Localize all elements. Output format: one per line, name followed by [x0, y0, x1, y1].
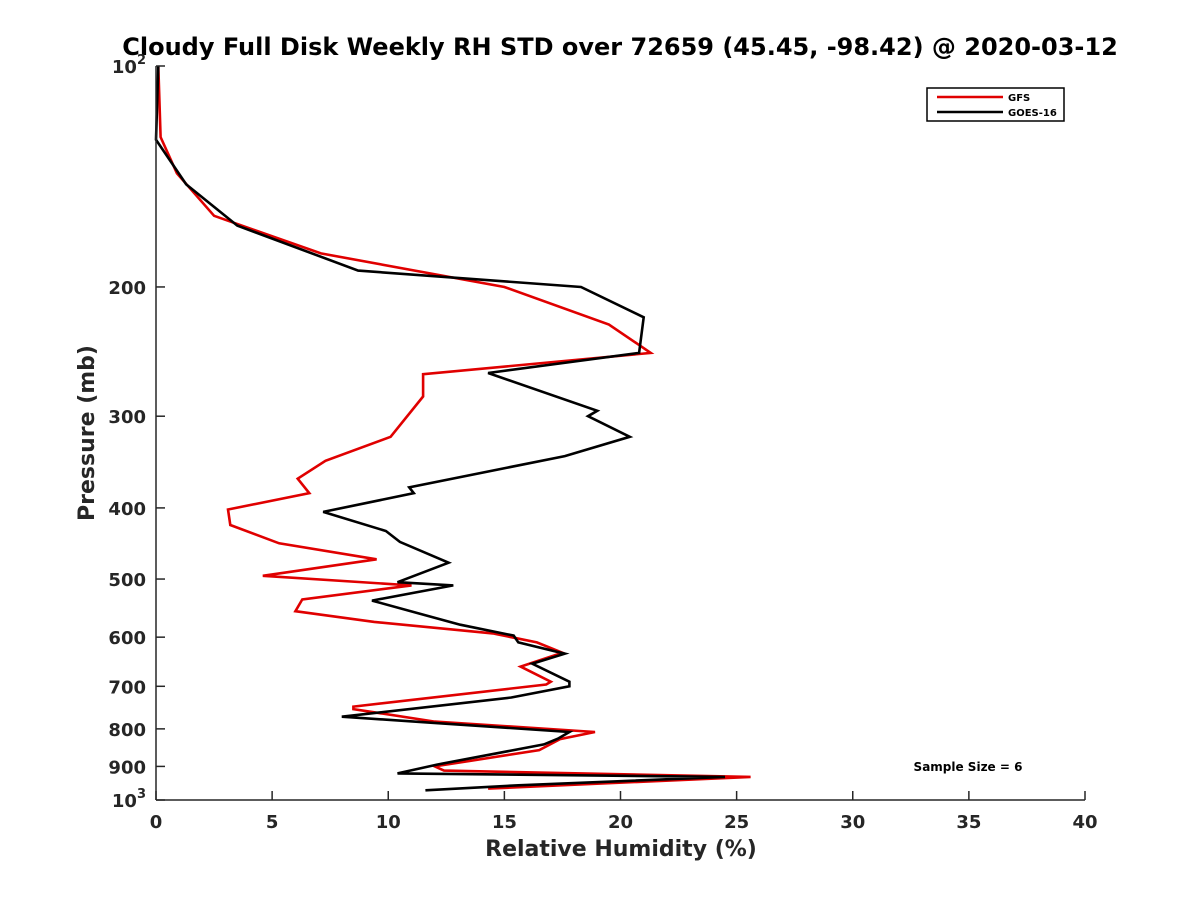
y-tick-label: 900: [108, 757, 146, 778]
x-tick-label: 25: [724, 812, 749, 833]
x-tick-label: 0: [150, 812, 163, 833]
y-tick-label: 400: [108, 499, 146, 520]
x-axis-label: Relative Humidity (%): [485, 837, 757, 862]
x-tick-label: 20: [608, 812, 633, 833]
legend-label-goes16: GOES-16: [1008, 108, 1057, 119]
series-line-gfs: [157, 65, 751, 790]
x-tick-label: 40: [1072, 812, 1097, 833]
legend-box: [926, 87, 1065, 122]
y-tick-label: 103: [112, 787, 146, 812]
y-tick-label: 500: [108, 570, 146, 591]
sample-size-annotation: Sample Size = 6: [914, 760, 1023, 774]
x-tick-label: 30: [840, 812, 865, 833]
ticks-layer: 0 5 10 15 20 25 30 35 40 102 200 300 400 500 600 700 800…: [108, 53, 1097, 833]
y-tick-label: 300: [108, 407, 146, 428]
y-tick-label: 102: [112, 53, 146, 78]
y-tick-label: 200: [108, 278, 146, 299]
series-line-goes16: [154, 65, 726, 792]
x-tick-label: 5: [266, 812, 279, 833]
plot-area: 0 5 10 15 20 25 30 35 40 102 200 300 400 500 600 700 800…: [108, 53, 1097, 833]
legend-label-gfs: GFS: [1008, 93, 1030, 104]
y-tick-label: 700: [108, 677, 146, 698]
y-tick-label: 800: [108, 720, 146, 741]
y-tick-label: 600: [108, 628, 146, 649]
series-layer: [154, 65, 751, 792]
legend: GFS GOES-16: [926, 87, 1065, 122]
x-tick-label: 15: [492, 812, 517, 833]
x-tick-label: 10: [376, 812, 401, 833]
x-tick-label: 35: [956, 812, 981, 833]
chart-title: Cloudy Full Disk Weekly RH STD over 7265…: [122, 33, 1118, 61]
y-axis-label: Pressure (mb): [75, 345, 100, 521]
